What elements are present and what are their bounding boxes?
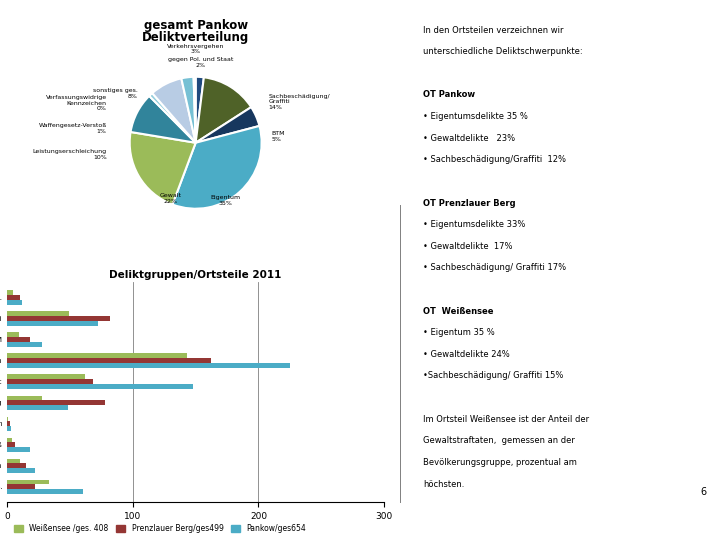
Bar [7,338,30,342]
Bar [7,395,42,400]
Bar [7,312,69,316]
Text: unterschiedliche Deliktschwerpunkte:: unterschiedliche Deliktschwerpunkte: [423,47,583,56]
Text: Bevölkerungsgruppe, prozentual am: Bevölkerungsgruppe, prozentual am [423,458,577,467]
Wedge shape [194,77,196,143]
Bar [7,342,42,347]
Text: •Sachbeschädigung/ Graffiti 15%: •Sachbeschädigung/ Graffiti 15% [423,372,564,381]
Bar [7,442,14,447]
Wedge shape [173,126,261,209]
Bar [7,447,30,452]
Bar [7,363,290,368]
Text: Im Ortsteil Weißensee ist der Anteil der: Im Ortsteil Weißensee ist der Anteil der [423,415,590,424]
Bar [7,468,35,473]
Text: • Eigentum 35 %: • Eigentum 35 % [423,328,495,338]
Wedge shape [130,132,196,205]
Bar [7,291,14,295]
Text: OT Pankow: OT Pankow [423,90,475,99]
Bar [7,316,110,321]
Text: • Eigentumsdelikte 33%: • Eigentumsdelikte 33% [423,220,526,229]
Wedge shape [152,78,196,143]
Bar [7,379,93,384]
Title: Deliktgruppen/Ortsteile 2011: Deliktgruppen/Ortsteile 2011 [109,270,282,280]
Text: gegen Pol. und Staat
2%: gegen Pol. und Staat 2% [168,57,233,68]
Text: Waffengesetz-Verstoß
1%: Waffengesetz-Verstoß 1% [38,123,107,133]
Text: Deliktverteilung: Deliktverteilung [142,31,249,44]
Wedge shape [181,77,196,143]
Text: Leistungserschleichung
10%: Leistungserschleichung 10% [32,149,107,160]
Bar [7,354,187,358]
Bar [7,295,19,300]
Text: • Gewaltdelikte  17%: • Gewaltdelikte 17% [423,242,513,251]
Bar [7,333,19,338]
Bar [7,489,83,494]
Text: • Eigentumsdelikte 35 %: • Eigentumsdelikte 35 % [423,112,528,121]
Text: Sachbeschädigung/
Graffiti
14%: Sachbeschädigung/ Graffiti 14% [269,93,330,110]
Bar [7,480,49,484]
Bar [7,374,85,379]
Bar [7,321,98,326]
Text: • Sachbeschädigung/ Graffiti 17%: • Sachbeschädigung/ Graffiti 17% [423,264,567,272]
Text: sonstiges ges.
8%: sonstiges ges. 8% [93,88,138,99]
Text: Gewaltstraftaten,  gemessen an der: Gewaltstraftaten, gemessen an der [423,436,575,446]
Bar [7,437,12,442]
Text: OT  Weißensee: OT Weißensee [423,307,494,315]
Text: • Gewaltdelikte   23%: • Gewaltdelikte 23% [423,133,516,143]
Bar [7,358,211,363]
Bar [7,463,26,468]
Bar [7,405,68,410]
Text: OT Prenzlauer Berg: OT Prenzlauer Berg [423,199,516,207]
Bar [7,458,19,463]
Text: höchsten.: höchsten. [423,480,464,489]
Wedge shape [196,107,259,143]
Text: Eigentum
35%: Eigentum 35% [210,195,240,206]
Wedge shape [130,96,196,143]
Text: Gewalt
22%: Gewalt 22% [160,193,181,204]
Text: BTM
5%: BTM 5% [271,131,285,141]
Bar [7,400,105,405]
Text: 6: 6 [701,487,707,497]
Bar [7,384,193,389]
Legend: Weißensee /ges. 408, Prenzlauer Berg/ges499, Pankow/ges654: Weißensee /ges. 408, Prenzlauer Berg/ges… [11,521,309,536]
Bar [7,426,11,431]
Text: • Gewaltdelikte 24%: • Gewaltdelikte 24% [423,350,510,359]
Text: Verfassungswidrige
Kennzeichen
0%: Verfassungswidrige Kennzeichen 0% [45,95,107,111]
Text: • Sachbeschädigung/Graffiti  12%: • Sachbeschädigung/Graffiti 12% [423,156,567,164]
Text: In den Ortsteilen verzeichnen wir: In den Ortsteilen verzeichnen wir [423,25,564,35]
Wedge shape [149,93,196,143]
Wedge shape [196,77,204,143]
Text: Verkehrsvergehen
3%: Verkehrsvergehen 3% [167,44,225,55]
Bar [7,484,35,489]
Bar [7,300,22,305]
Bar [7,421,9,426]
Bar [7,416,9,421]
Wedge shape [196,77,251,143]
Text: gesamt Pankow: gesamt Pankow [143,19,248,32]
